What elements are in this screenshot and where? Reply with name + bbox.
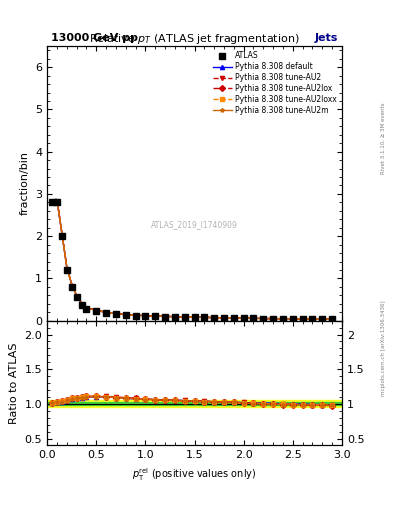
Text: ATLAS_2019_I1740909: ATLAS_2019_I1740909 bbox=[151, 220, 238, 229]
Text: 13000 GeV pp: 13000 GeV pp bbox=[51, 33, 138, 44]
Text: Jets: Jets bbox=[315, 33, 338, 44]
Bar bbox=[47, 402, 342, 405]
X-axis label: $p_{\rm T}^{\rm rel}$ (positive values only): $p_{\rm T}^{\rm rel}$ (positive values o… bbox=[132, 466, 257, 483]
Y-axis label: fraction/bin: fraction/bin bbox=[20, 152, 29, 216]
Y-axis label: Ratio to ATLAS: Ratio to ATLAS bbox=[9, 343, 19, 424]
Legend: ATLAS, Pythia 8.308 default, Pythia 8.308 tune-AU2, Pythia 8.308 tune-AU2lox, Py: ATLAS, Pythia 8.308 default, Pythia 8.30… bbox=[211, 50, 338, 117]
Text: mcplots.cern.ch [arXiv:1306.3436]: mcplots.cern.ch [arXiv:1306.3436] bbox=[381, 301, 386, 396]
Text: Rivet 3.1.10, ≥ 3M events: Rivet 3.1.10, ≥ 3M events bbox=[381, 102, 386, 174]
Bar bbox=[47, 400, 342, 408]
Title: Relative $p_T$ (ATLAS jet fragmentation): Relative $p_T$ (ATLAS jet fragmentation) bbox=[89, 32, 300, 46]
